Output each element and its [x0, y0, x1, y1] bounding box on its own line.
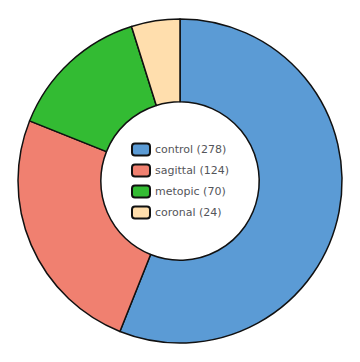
- svg-text:sagittal (124): sagittal (124): [155, 164, 229, 177]
- svg-text:control (278): control (278): [155, 143, 226, 156]
- svg-text:coronal (24): coronal (24): [155, 206, 222, 219]
- svg-text:metopic (70): metopic (70): [155, 185, 226, 198]
